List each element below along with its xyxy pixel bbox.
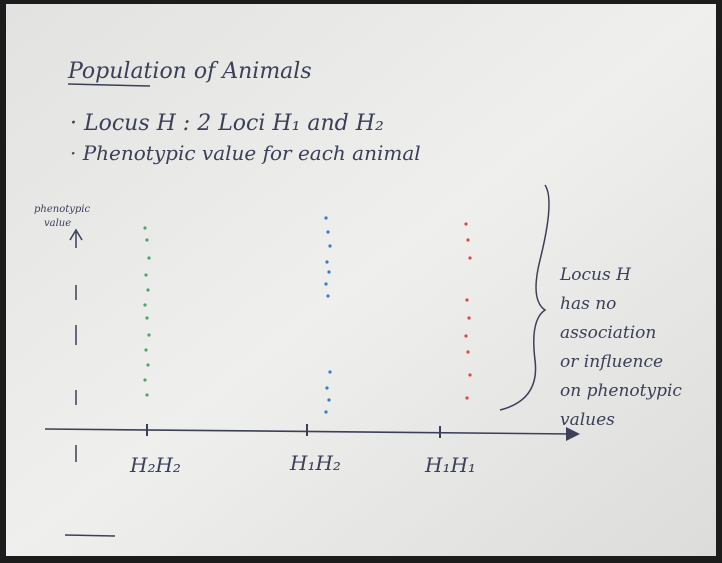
animal-dot	[468, 373, 471, 376]
whiteboard-photo: Population of Animals · Locus H : 2 Loci…	[0, 0, 722, 563]
animal-dot	[328, 244, 331, 247]
animal-dot	[144, 348, 147, 351]
animal-dot	[465, 298, 468, 301]
animal-dot	[326, 230, 329, 233]
animal-dot	[326, 294, 329, 297]
animal-dot	[145, 316, 148, 319]
note-line: or influence	[560, 352, 663, 372]
animal-dot	[324, 216, 327, 219]
animal-dot	[324, 410, 327, 413]
bullet: · Locus H : 2 Loci H₁ and H₂	[70, 111, 384, 136]
animal-dot	[145, 238, 148, 241]
title: Population of Animals	[67, 59, 312, 84]
animal-dot	[328, 370, 331, 373]
animal-dot	[466, 350, 469, 353]
animal-dot	[324, 282, 327, 285]
y-axis-label: phenotypic	[34, 204, 90, 215]
page: {"title": "Population of Animals", "bull…	[0, 0, 722, 563]
animal-dot	[325, 386, 328, 389]
note-line: on phenotypic	[560, 381, 682, 401]
animal-dot	[147, 333, 150, 336]
animal-dot	[144, 273, 147, 276]
note-line: Locus H	[559, 265, 632, 285]
animal-dot	[465, 396, 468, 399]
note-line: association	[560, 323, 656, 343]
animal-dot	[467, 316, 470, 319]
animal-dot	[327, 270, 330, 273]
animal-dot	[464, 334, 467, 337]
genotype-label: H₁H₁	[424, 453, 476, 477]
animal-dot	[143, 226, 146, 229]
animal-dot	[466, 238, 469, 241]
animal-dot	[325, 260, 328, 263]
bullet: · Phenotypic value for each animal	[70, 141, 421, 165]
animal-dot	[146, 288, 149, 291]
animal-dot	[147, 256, 150, 259]
note-line: values	[560, 410, 615, 430]
scribble	[65, 535, 115, 536]
animal-dot	[143, 303, 146, 306]
animal-dot	[146, 363, 149, 366]
animal-dot	[468, 256, 471, 259]
animal-dot	[464, 222, 467, 225]
animal-dot	[145, 393, 148, 396]
animal-dot	[143, 378, 146, 381]
y-axis-label: value	[44, 218, 71, 229]
note-line: has no	[560, 294, 616, 314]
animal-dot	[327, 398, 330, 401]
genotype-label: H₁H₂	[289, 451, 341, 475]
genotype-label: H₂H₂	[129, 453, 181, 477]
